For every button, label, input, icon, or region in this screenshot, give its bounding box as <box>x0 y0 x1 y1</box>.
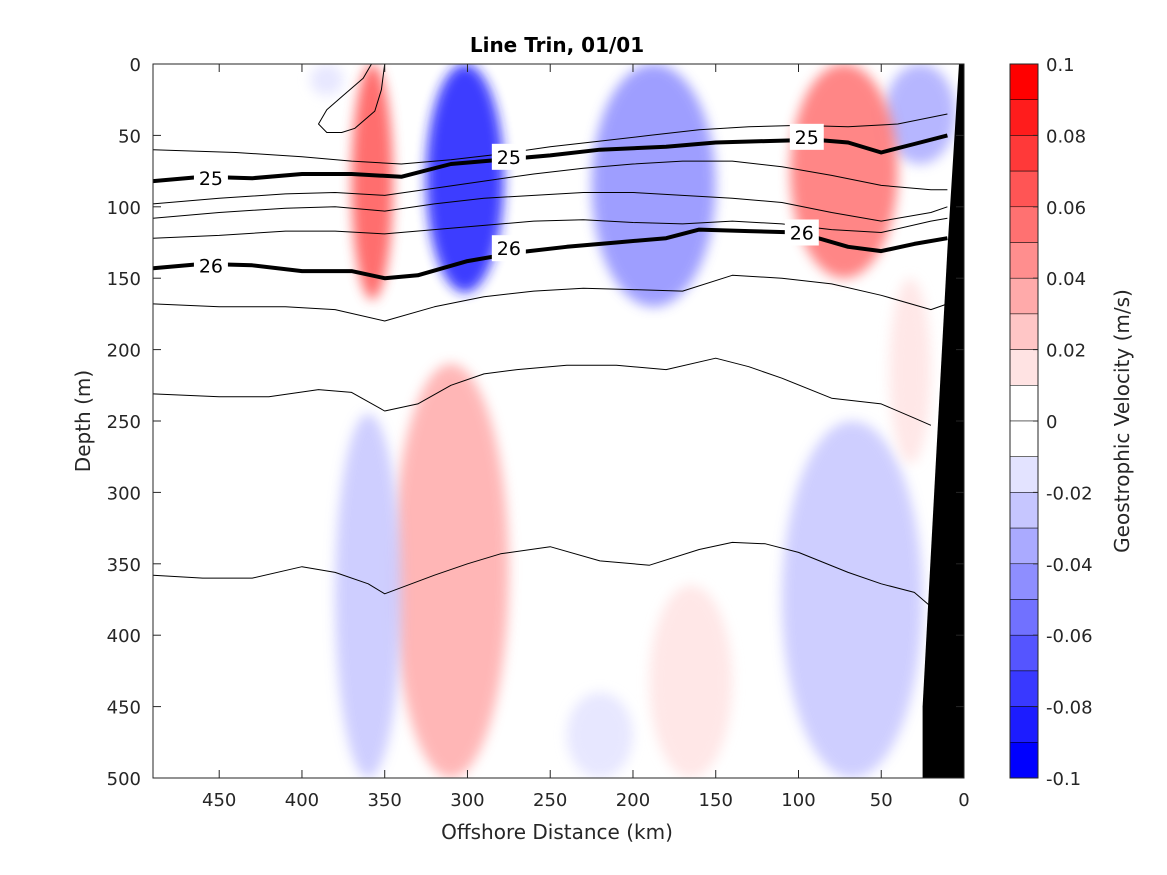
colorbar-tick-label: 0.1 <box>1046 55 1075 76</box>
colorbar-tick-label: -0.06 <box>1046 626 1093 647</box>
colorbar-tick-label: 0 <box>1046 412 1057 433</box>
y-tick-label: 350 <box>107 555 141 576</box>
x-tick-label: 350 <box>368 790 402 811</box>
contour-label-background <box>193 165 228 192</box>
velocity-feature <box>426 64 504 293</box>
colorbar-swatch <box>1009 242 1039 279</box>
y-tick-label: 300 <box>107 483 141 504</box>
colorbar-tick-label: 0.04 <box>1046 269 1086 290</box>
y-tick-label: 200 <box>107 341 141 362</box>
y-tick-label: 500 <box>107 769 141 790</box>
contour-label-background <box>193 252 228 279</box>
contour-label-background <box>491 143 526 170</box>
y-axis-label: Depth (m) <box>71 370 95 472</box>
colorbar-tick-label: -0.1 <box>1046 769 1081 790</box>
colorbar-swatch <box>1009 135 1039 172</box>
contour-label: 25 <box>199 168 223 190</box>
colorbar-swatch <box>1009 742 1039 779</box>
x-tick-label: 100 <box>781 790 815 811</box>
y-tick-label: 450 <box>107 698 141 719</box>
velocity-feature <box>566 692 633 778</box>
velocity-feature <box>591 64 716 307</box>
x-tick-label: 0 <box>958 790 969 811</box>
contour-label-background <box>789 123 824 150</box>
colorbar-tick-label: -0.04 <box>1046 555 1093 576</box>
velocity-feature <box>781 421 923 778</box>
contour-label-background <box>491 235 526 262</box>
contour-label-layer: 25 25 25 26 26 26 <box>193 123 824 279</box>
density-contour-bold <box>153 227 948 281</box>
y-tick-label: 0 <box>130 55 141 76</box>
colorbar-swatch <box>1009 206 1039 243</box>
colorbar-swatch <box>1009 527 1039 565</box>
chart-title: Line Trin, 01/01 <box>470 33 644 57</box>
colorbar-swatch <box>1009 492 1039 529</box>
x-tick-label: 50 <box>870 790 893 811</box>
colorbar-swatch <box>1009 420 1039 457</box>
colorbar-tick-label: 0.06 <box>1046 198 1086 219</box>
y-axis: 0 50 100 150 200 250 300 350 400 450 500 <box>107 55 964 790</box>
contour-label-background <box>784 219 819 246</box>
density-contour-layer <box>153 64 948 607</box>
colorbar-tick-label: -0.08 <box>1046 698 1093 719</box>
colorbar-swatch <box>1009 634 1039 672</box>
seafloor-topography <box>922 64 964 778</box>
contour-label: 26 <box>497 238 521 260</box>
colorbar-tick-label: -0.02 <box>1046 483 1093 504</box>
contour-label: 25 <box>497 147 521 169</box>
colorbar-swatch <box>1009 563 1039 600</box>
colorbar-swatch <box>1009 456 1039 493</box>
contour-label: 26 <box>790 223 814 245</box>
colorbar-swatch <box>1009 706 1039 743</box>
y-tick-label: 250 <box>107 412 141 433</box>
colorbar-swatch <box>1009 599 1039 636</box>
x-tick-label: 300 <box>450 790 484 811</box>
density-contour <box>153 160 948 205</box>
density-contour <box>153 357 932 426</box>
colorbar-swatch <box>1009 99 1039 136</box>
velocity-feature <box>889 278 931 464</box>
contour-label: 25 <box>795 127 819 149</box>
y-tick-label: 50 <box>118 126 141 147</box>
colorbar-tick-label: 0.02 <box>1046 341 1086 362</box>
x-tick-label: 200 <box>616 790 650 811</box>
velocity-feature <box>351 64 393 300</box>
y-tick-label: 150 <box>107 269 141 290</box>
density-contour-bold <box>153 133 948 184</box>
density-contour <box>153 192 948 222</box>
colorbar-swatch <box>1009 385 1039 422</box>
velocity-feature <box>649 585 733 778</box>
y-tick-label: 100 <box>107 198 141 219</box>
colorbar-swatch <box>1009 349 1039 386</box>
colorbar-swatch <box>1009 670 1039 707</box>
density-contour <box>153 274 948 322</box>
density-contour <box>153 541 932 607</box>
velocity-feature <box>335 413 402 778</box>
contour-label: 26 <box>199 255 223 277</box>
x-tick-label: 150 <box>699 790 733 811</box>
colorbar-tick-label: 0.08 <box>1046 126 1086 147</box>
colorbar-swatch <box>1009 313 1039 350</box>
x-axis-label: Offshore Distance (km) <box>441 820 673 844</box>
x-tick-label: 450 <box>202 790 236 811</box>
y-tick-label: 400 <box>107 626 141 647</box>
colorbar: 0.1 0.08 0.06 0.04 0.02 0 -0.02 -0.04 -0.06 -0.08… <box>1009 55 1093 790</box>
velocity-feature <box>310 64 344 96</box>
velocity-feature <box>392 363 509 778</box>
x-tick-label: 250 <box>533 790 567 811</box>
x-axis: 450 400 350 300 250 200 150 100 50 0 <box>202 64 970 811</box>
x-tick-label: 400 <box>285 790 319 811</box>
colorbar-label: Geostrophic Velocity (m/s) <box>1110 289 1134 553</box>
topography-layer <box>922 64 964 778</box>
colorbar-swatch <box>1009 63 1039 100</box>
colorbar-swatch <box>1009 277 1039 315</box>
density-contour <box>318 64 386 133</box>
colorbar-swatch <box>1009 170 1039 208</box>
density-contour <box>153 217 948 239</box>
